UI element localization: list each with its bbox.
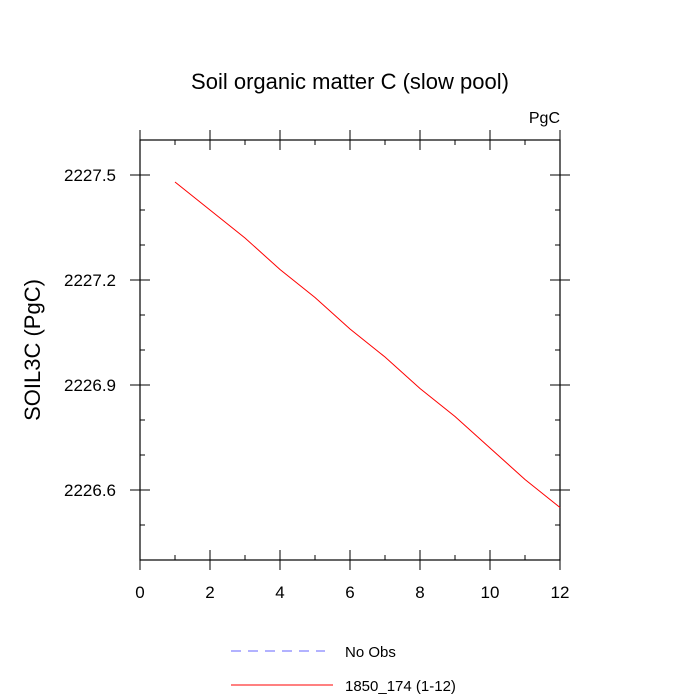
plot-frame xyxy=(139,139,561,561)
x-tick-label: 0 xyxy=(135,583,144,602)
y-axis-label: SOIL3C (PgC) xyxy=(20,279,45,421)
series-line xyxy=(174,181,561,508)
legend-label: 1850_174 (1-12) xyxy=(345,678,456,695)
legend: No Obs 1850_174 (1-12) xyxy=(231,644,456,695)
legend-label: No Obs xyxy=(345,644,396,661)
x-tick-labels: 0 2 4 6 8 10 12 xyxy=(135,583,569,602)
x-tick-label: 6 xyxy=(345,583,354,602)
x-tick-label: 2 xyxy=(205,583,214,602)
chart-title: Soil organic matter C (slow pool) xyxy=(191,69,509,94)
y-tick-labels: 2226.6 2226.9 2227.2 2227.5 xyxy=(64,166,116,500)
y-tick-label: 2226.9 xyxy=(64,376,116,395)
x-tick-label: 10 xyxy=(481,583,500,602)
y-tick-label: 2227.2 xyxy=(64,271,116,290)
axis-ticks xyxy=(130,130,570,570)
series-group xyxy=(174,181,561,508)
y-tick-label: 2226.6 xyxy=(64,481,116,500)
units-label: PgC xyxy=(529,110,560,127)
x-tick-label: 4 xyxy=(275,583,284,602)
x-tick-label: 8 xyxy=(415,583,424,602)
x-tick-label: 12 xyxy=(551,583,570,602)
y-tick-label: 2227.5 xyxy=(64,166,116,185)
